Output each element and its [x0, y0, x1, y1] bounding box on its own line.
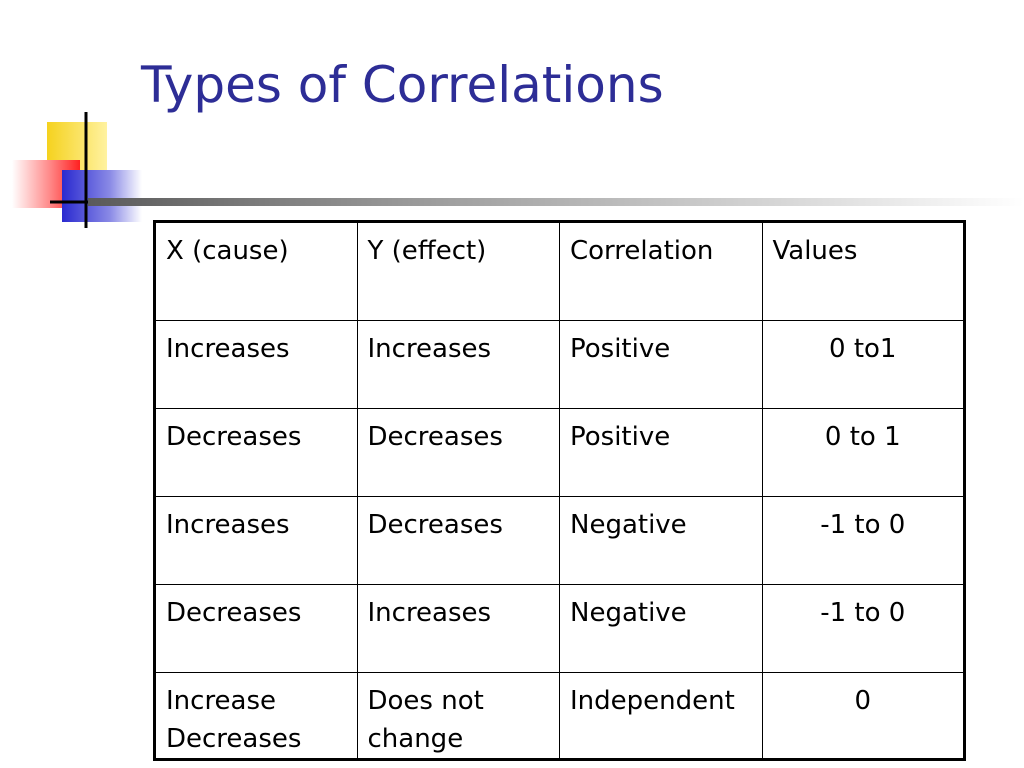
cell-x: Increases [153, 320, 358, 409]
cell-correlation: Positive [559, 408, 763, 497]
slide-title: Types of Correlations [141, 56, 664, 114]
cell-correlation: Positive [559, 320, 763, 409]
cell-values: 0 to1 [761, 320, 966, 409]
correlation-table: X (cause) Y (effect) Correlation Values … [153, 220, 966, 762]
cell-correlation: Negative [559, 584, 763, 673]
cell-y-line1: Does not [367, 686, 484, 716]
table-header-row: X (cause) Y (effect) Correlation Values [153, 220, 966, 321]
table-row: Decreases Decreases Positive 0 to 1 [153, 408, 966, 497]
header-values: Values [761, 220, 966, 321]
cell-x-line1: Increase [166, 686, 277, 716]
cell-values: -1 to 0 [761, 584, 966, 673]
cell-x-multiline: Increase Decreases [153, 671, 358, 762]
cell-x: Decreases [153, 408, 358, 497]
cell-y: Decreases [356, 496, 560, 585]
cell-values-zero: 0 [761, 671, 966, 762]
cell-y: Decreases [356, 408, 560, 497]
cell-x: Decreases [153, 584, 358, 673]
table-row-last: Increase Decreases Does not change Indep… [153, 671, 966, 762]
header-correlation: Correlation [559, 220, 763, 321]
header-x-cause: X (cause) [153, 220, 358, 321]
cell-correlation-independent: Independent [559, 671, 763, 762]
cell-x-line2: Decreases [166, 723, 302, 754]
cell-values: -1 to 0 [761, 496, 966, 585]
header-y-effect: Y (effect) [356, 220, 560, 321]
table-row: Increases Decreases Negative -1 to 0 [153, 496, 966, 585]
cell-x: Increases [153, 496, 358, 585]
cell-y-multiline: Does not change [356, 671, 560, 762]
cell-y-line2: change [367, 723, 464, 754]
decorative-squares [12, 112, 142, 228]
cell-correlation: Negative [559, 496, 763, 585]
table-row: Increases Increases Positive 0 to1 [153, 320, 966, 409]
table-row: Decreases Increases Negative -1 to 0 [153, 584, 966, 673]
cell-y: Increases [356, 584, 560, 673]
deco-blue-square [62, 170, 142, 222]
cell-values: 0 to 1 [761, 408, 966, 497]
title-underline-rule [88, 198, 1024, 206]
cell-y: Increases [356, 320, 560, 409]
